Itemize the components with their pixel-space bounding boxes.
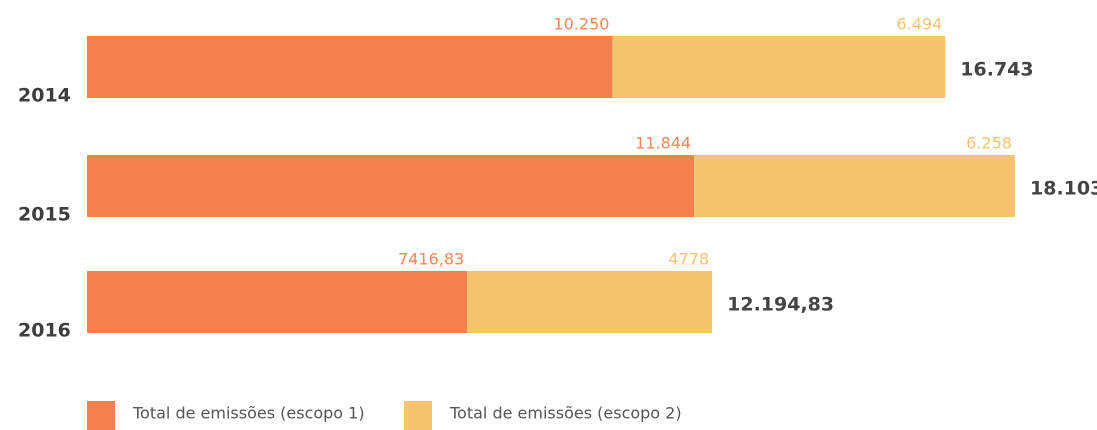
legend-label: Total de emissões (escopo 2) [449,404,682,423]
value-label: 11.844 [635,134,691,153]
total-label: 16.743 [960,59,1033,81]
y-tick-label: 2015 [18,204,71,226]
value-label: 6.258 [966,134,1012,153]
value-label: 6.494 [897,15,943,34]
y-tick-label: 2014 [18,85,71,107]
bar-segment [612,36,946,98]
legend-swatch [87,401,115,430]
legend-label: Total de emissões (escopo 1) [132,404,365,423]
bar-segment [467,271,713,333]
legend-swatch [404,401,432,430]
y-tick-label: 2016 [18,320,71,342]
total-label: 12.194,83 [727,294,834,316]
bar-segment [87,155,695,217]
total-label: 18.103 [1030,178,1097,200]
bar-segment [694,155,1015,217]
value-label: 10.250 [553,15,609,34]
value-label: 4778 [668,250,709,269]
bar-segment [87,36,613,98]
bar-segment [87,271,468,333]
value-label: 7416,83 [398,250,464,269]
